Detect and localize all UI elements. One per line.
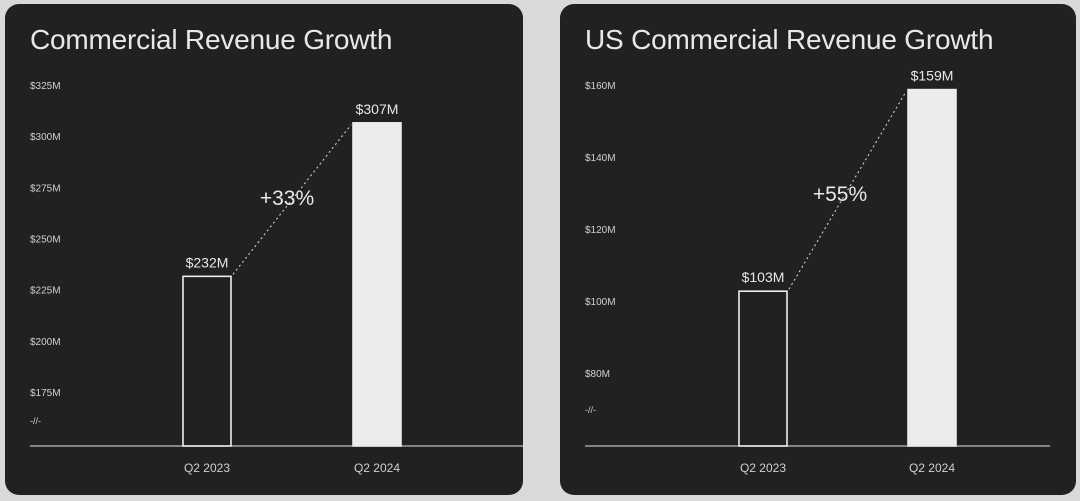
- y-tick-label: $325M: [30, 81, 61, 92]
- axis-break-label: -//-: [30, 416, 41, 426]
- chart-title: US Commercial Revenue Growth: [585, 24, 994, 55]
- bar-q2-2024: [352, 122, 402, 447]
- growth-connector-line: [232, 124, 352, 275]
- bar-q2-2023: [182, 275, 232, 447]
- bar-q2-2023: [738, 290, 788, 447]
- x-tick-label: Q2 2024: [909, 461, 955, 475]
- commercial-revenue-panel: Commercial Revenue Growth $175M $200M $225…: [5, 4, 523, 495]
- y-tick-label: $225M: [30, 286, 61, 297]
- y-tick-label: $250M: [30, 235, 61, 246]
- x-tick-label: Q2 2023: [740, 461, 786, 475]
- y-tick-label: $200M: [30, 337, 61, 348]
- growth-percentage-label: +33%: [260, 187, 314, 210]
- y-tick-label: $100M: [585, 297, 616, 308]
- x-tick-label: Q2 2024: [354, 461, 400, 475]
- bar-q2-2024: [907, 88, 957, 447]
- growth-connector-line: [788, 91, 907, 290]
- axis-break-label: -//-: [585, 405, 596, 415]
- y-tick-label: $120M: [585, 225, 616, 236]
- chart-title: Commercial Revenue Growth: [30, 24, 393, 55]
- bar-value-label: $159M: [911, 68, 954, 84]
- y-tick-label: $275M: [30, 183, 61, 194]
- y-tick-label: $175M: [30, 388, 61, 399]
- y-tick-label: $160M: [585, 81, 616, 92]
- y-tick-label: $300M: [30, 132, 61, 143]
- us-commercial-revenue-chart: $80M $100M $120M $140M $160M -//- $103M Q2 2023…: [585, 68, 1050, 475]
- bar-value-label: $103M: [742, 269, 785, 285]
- y-tick-label: $80M: [585, 369, 610, 380]
- us-commercial-revenue-panel: US Commercial Revenue Growth $80M $100M $1…: [560, 4, 1076, 495]
- y-tick-label: $140M: [585, 153, 616, 164]
- x-tick-label: Q2 2023: [184, 461, 230, 475]
- commercial-revenue-chart: $175M $200M $225M $250M $275M $300M $325M -//- $…: [30, 81, 523, 475]
- bar-value-label: $307M: [356, 101, 399, 117]
- growth-percentage-label: +55%: [813, 183, 867, 206]
- bar-value-label: $232M: [186, 254, 229, 270]
